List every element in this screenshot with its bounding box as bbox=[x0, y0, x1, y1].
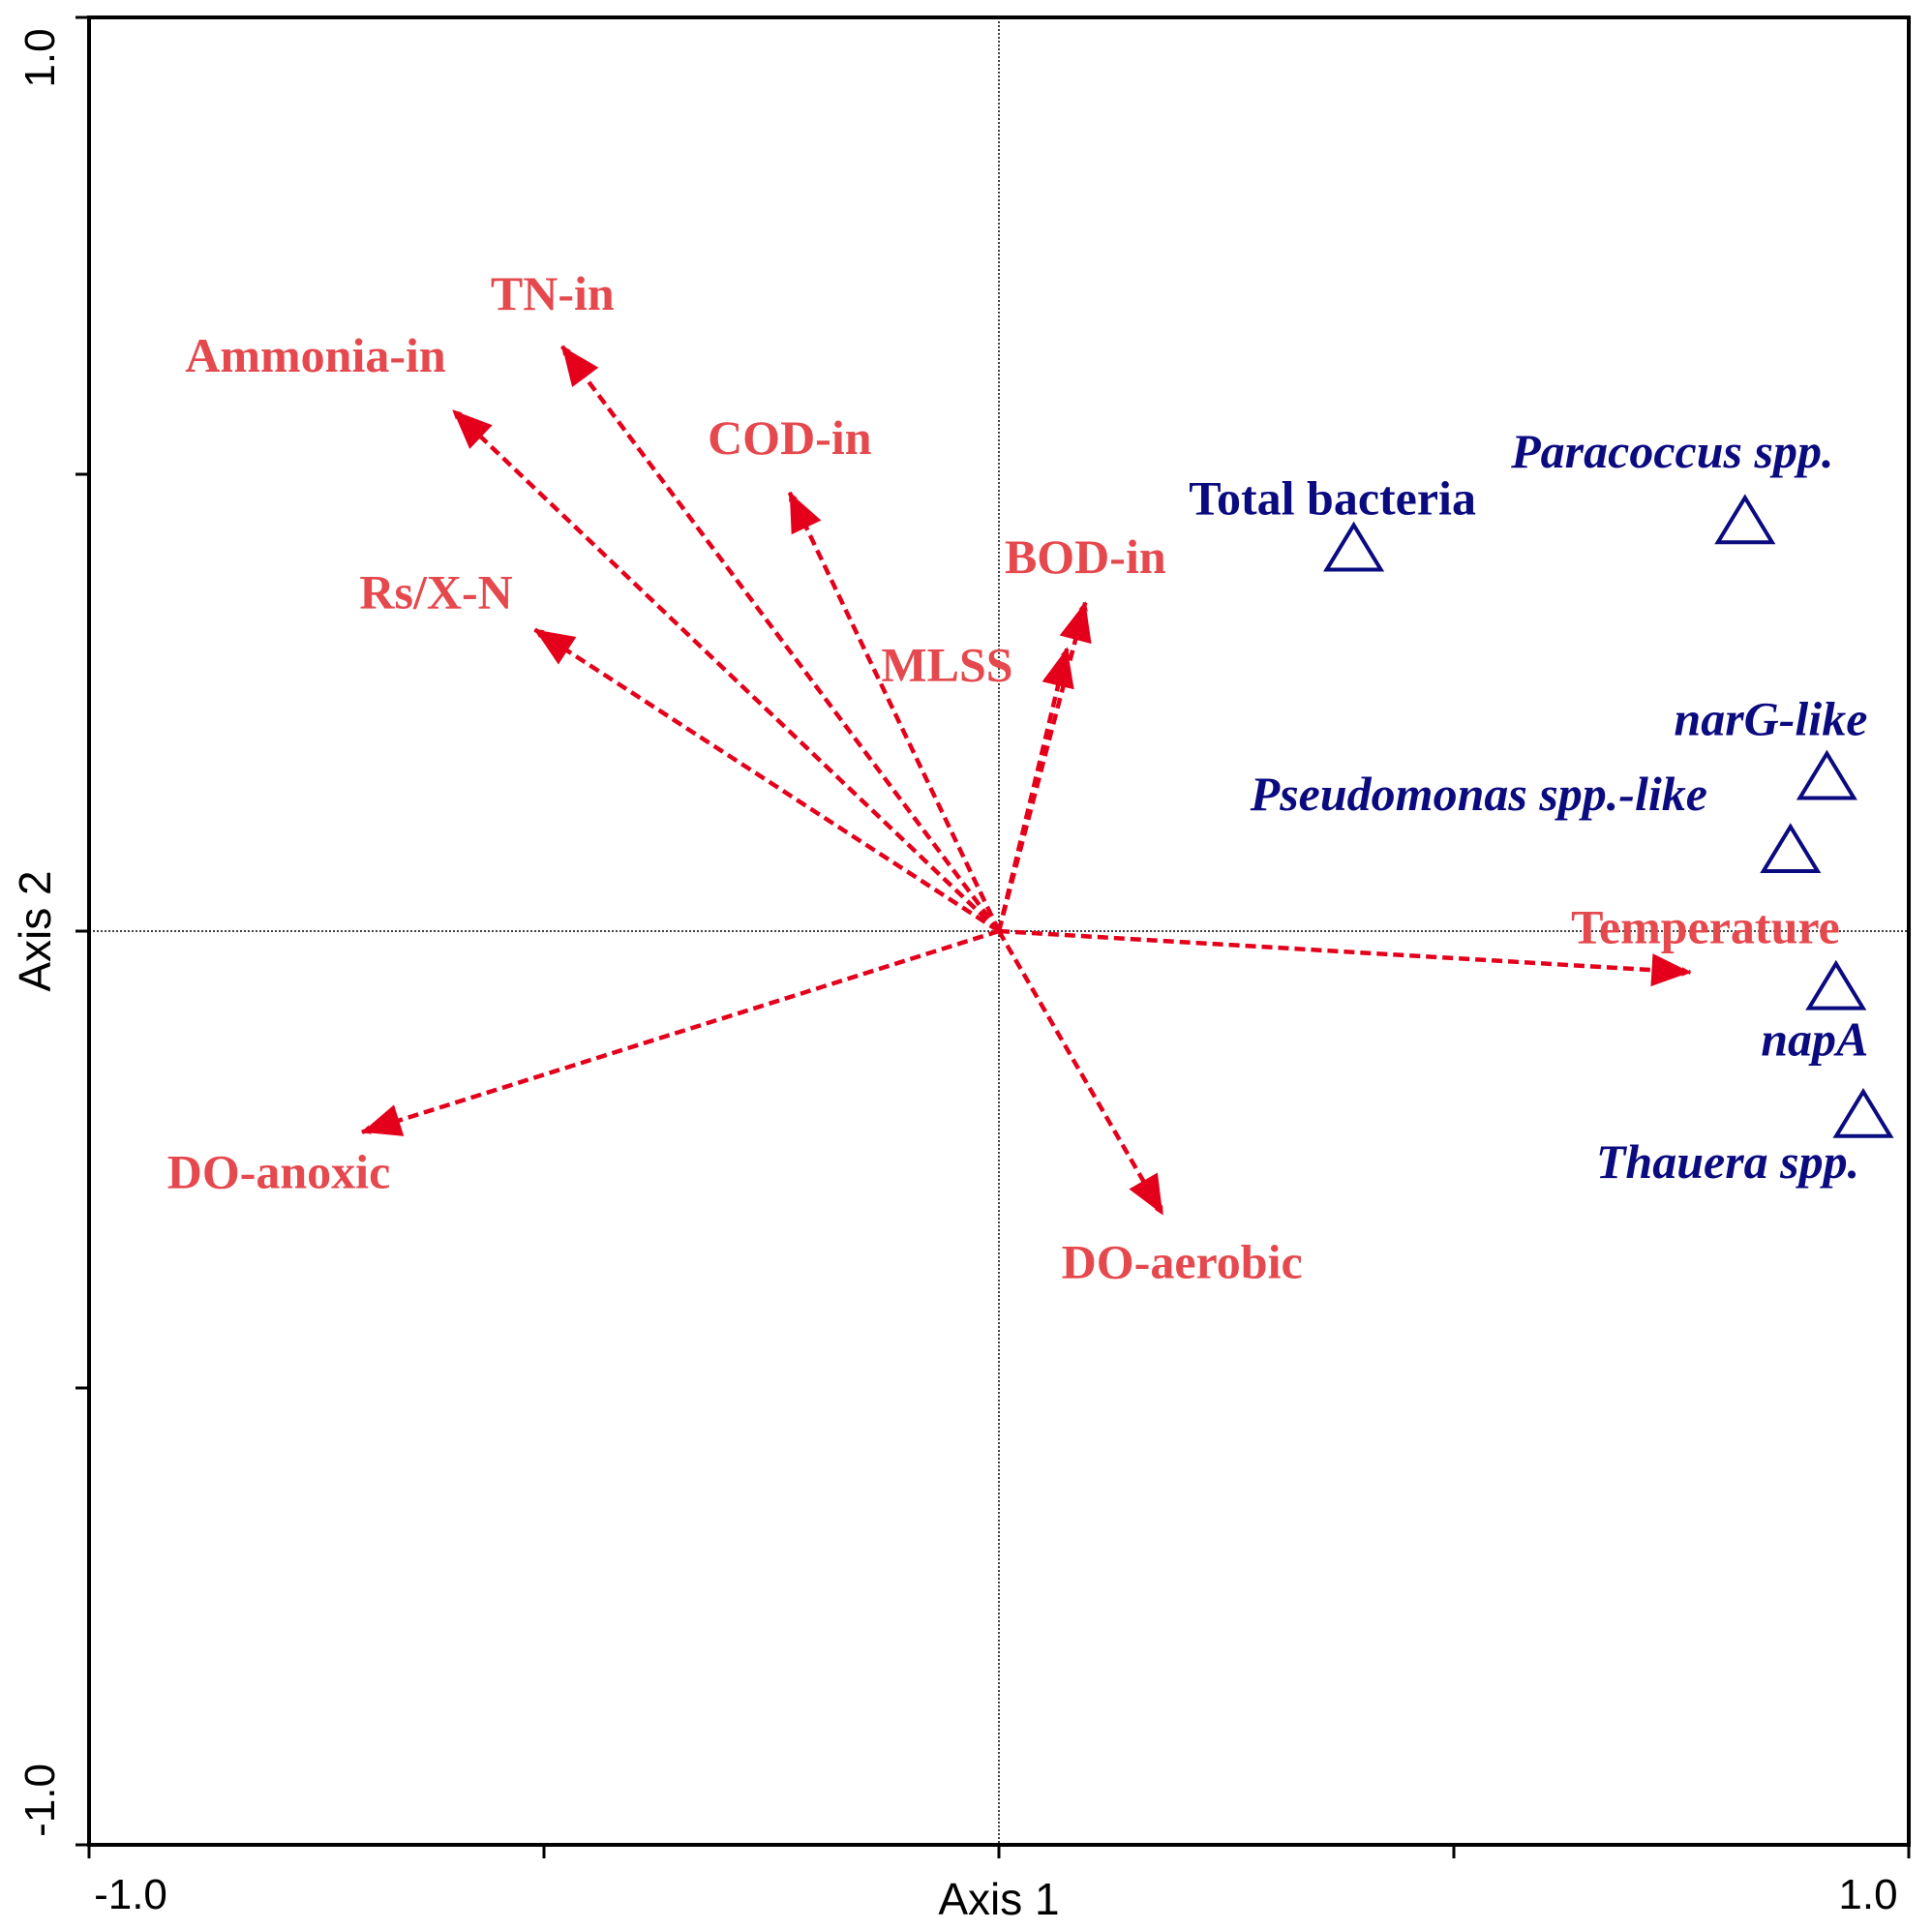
y-tick-label-min: -1.0 bbox=[16, 1764, 64, 1837]
species-marker-napa bbox=[1805, 959, 1867, 1010]
vector-label-do-aerobic: DO-aerobic bbox=[1062, 1235, 1303, 1289]
x-tick-label-max: 1.0 bbox=[1838, 1871, 1897, 1918]
vector-ammonia-in bbox=[451, 408, 1001, 933]
arrowhead-cod-in bbox=[789, 492, 822, 535]
vector-label-bod-in: BOD-in bbox=[1005, 529, 1166, 584]
vector-label-rs-x-n: Rs/X-N bbox=[359, 564, 512, 618]
species-label-thauera-spp: Thauera spp. bbox=[1596, 1134, 1859, 1189]
vector-label-do-anoxic: DO-anoxic bbox=[167, 1145, 391, 1199]
species-label-narg-like: narG-like bbox=[1674, 692, 1867, 746]
vector-label-temperature: Temperature bbox=[1571, 899, 1840, 953]
species-marker-total-bacteria bbox=[1323, 521, 1385, 572]
arrowhead-temperature bbox=[1650, 953, 1691, 987]
vector-label-tn-in: TN-in bbox=[491, 266, 615, 320]
axis-ticks bbox=[75, 15, 1911, 1858]
arrowhead-do-aerobic bbox=[1129, 1172, 1163, 1215]
environment-vectors: TN-in Ammonia-in COD-in Rs/X-N BOD-in MLSS Tem… bbox=[167, 266, 1840, 1289]
arrowhead-tn-in bbox=[561, 346, 599, 388]
x-tick-label-min: -1.0 bbox=[94, 1871, 167, 1918]
vector-cod-in bbox=[787, 491, 1002, 932]
species-label-total-bacteria: Total bacteria bbox=[1189, 471, 1476, 526]
species-label-pseudomonas-spp-like: Pseudomonas spp.-like bbox=[1250, 767, 1707, 821]
arrowhead-mlss bbox=[1041, 648, 1074, 690]
species-marker-narg-like bbox=[1796, 749, 1857, 800]
arrowhead-bod-in bbox=[1059, 602, 1092, 645]
vector-temperature bbox=[998, 928, 1692, 977]
species-marker-paracoccus-spp bbox=[1714, 494, 1776, 545]
species-markers: Total bacteria Paracoccus spp. narG-like Ps… bbox=[1189, 424, 1894, 1189]
vector-tn-in bbox=[559, 345, 1001, 933]
species-label-paracoccus-spp: Paracoccus spp. bbox=[1510, 424, 1833, 478]
x-axis-title: Axis 1 bbox=[938, 1874, 1059, 1924]
y-tick-label-max: 1.0 bbox=[16, 28, 64, 87]
arrowhead-rs-x-n bbox=[534, 629, 577, 665]
y-axis-title: Axis 2 bbox=[10, 870, 60, 991]
vector-label-cod-in: COD-in bbox=[708, 410, 872, 465]
species-marker-thauera-spp bbox=[1832, 1087, 1894, 1138]
arrowhead-do-anoxic bbox=[362, 1104, 405, 1136]
vector-label-ammonia-in: Ammonia-in bbox=[185, 328, 446, 382]
vector-label-mlss: MLSS bbox=[881, 637, 1012, 691]
vector-do-aerobic bbox=[997, 929, 1165, 1216]
species-label-napa: napA bbox=[1761, 1012, 1868, 1067]
vector-rs-x-n bbox=[533, 627, 1001, 933]
arrowhead-ammonia-in bbox=[453, 409, 493, 449]
species-marker-pseudomonas-spp-like bbox=[1760, 823, 1822, 874]
vector-do-anoxic bbox=[361, 928, 1000, 1134]
